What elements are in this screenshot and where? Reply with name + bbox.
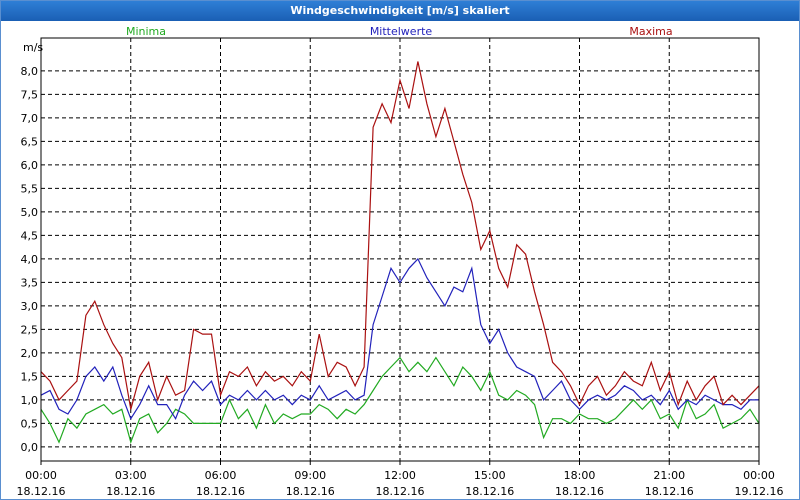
x-tick-time: 00:00 [25, 469, 57, 482]
x-tick-time: 15:00 [474, 469, 506, 482]
x-tick-date: 18.12.16 [106, 485, 155, 498]
y-tick-label: 2,0 [21, 347, 39, 360]
y-tick-label: 0,0 [21, 441, 39, 454]
legend-minima: Minima [126, 25, 166, 38]
y-tick-label: 3,5 [21, 276, 39, 289]
y-tick-label: 6,0 [21, 159, 39, 172]
y-tick-label: 5,0 [21, 206, 39, 219]
x-tick-date: 18.12.16 [465, 485, 514, 498]
y-tick-label: 7,5 [21, 88, 39, 101]
x-tick-time: 09:00 [294, 469, 326, 482]
x-tick-time: 03:00 [115, 469, 147, 482]
x-tick-date: 18.12.16 [196, 485, 245, 498]
y-axis-label: m/s [23, 41, 43, 54]
y-tick-label: 8,0 [21, 65, 39, 78]
y-tick-label: 1,0 [21, 394, 39, 407]
x-tick-date: 18.12.16 [376, 485, 425, 498]
series-line-minima [40, 356, 760, 445]
x-tick-date: 19.12.16 [735, 485, 784, 498]
y-tick-label: 7,0 [21, 112, 39, 125]
x-tick-date: 18.12.16 [286, 485, 335, 498]
series-line-maxima [40, 61, 760, 410]
chart-title: Windgeschwindigkeit [m/s] skaliert [1, 1, 799, 21]
axes [40, 37, 760, 465]
y-tick-label: 6,5 [21, 135, 39, 148]
x-tick-date: 18.12.16 [555, 485, 604, 498]
legend-maxima: Maxima [629, 25, 672, 38]
tick-labels: 0,0 0,5 1,0 1,5 2,0 2,5 3,0 3,5 4,0 4,5 5,0 5,5 6,0 6… [17, 25, 784, 498]
y-tick-label: 3,0 [21, 300, 39, 313]
series-line-mittelwerte [40, 257, 759, 421]
y-tick-label: 4,0 [21, 253, 39, 266]
y-tick-label: 0,5 [21, 417, 39, 430]
y-tick-label: 1,5 [21, 370, 39, 383]
series-lines [40, 61, 760, 445]
grid [41, 38, 759, 461]
legend-mittelwerte: Mittelwerte [370, 25, 433, 38]
plot-frame [40, 37, 760, 462]
x-tick-date: 18.12.16 [17, 485, 66, 498]
y-tick-label: 4,5 [21, 229, 39, 242]
y-tick-label: 2,5 [21, 323, 39, 336]
x-tick-date: 18.12.16 [645, 485, 694, 498]
x-tick-time: 21:00 [653, 469, 685, 482]
x-tick-time: 00:00 [743, 469, 775, 482]
x-tick-time: 06:00 [205, 469, 237, 482]
x-tick-time: 12:00 [384, 469, 416, 482]
y-tick-label: 5,5 [21, 182, 39, 195]
x-tick-time: 18:00 [564, 469, 596, 482]
